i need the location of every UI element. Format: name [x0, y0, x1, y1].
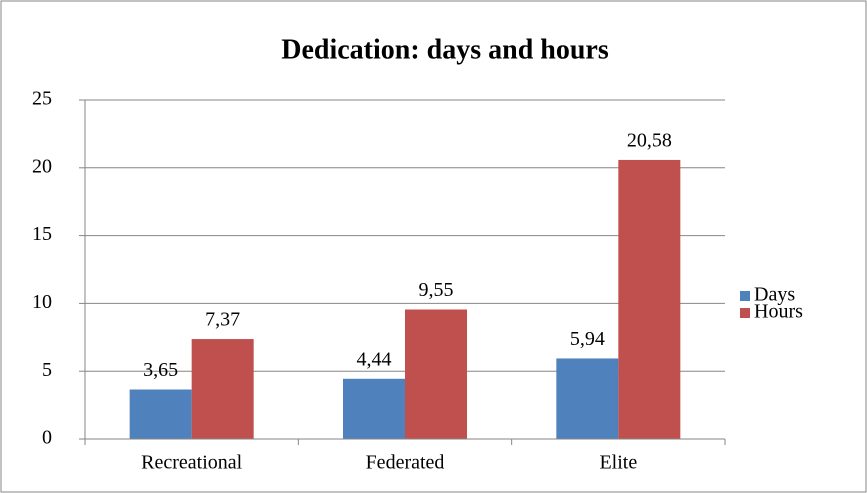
- chart-title: Dedication: days and hours: [281, 34, 609, 65]
- y-tick-label: 25: [32, 88, 52, 110]
- bar: [618, 159, 681, 440]
- y-tick-label: 0: [42, 427, 52, 449]
- value-label: 9,55: [419, 279, 454, 301]
- value-label: 7,37: [205, 309, 240, 331]
- legend-swatch: [740, 308, 750, 318]
- legend-swatch: [740, 291, 750, 301]
- value-label: 20,58: [627, 130, 672, 152]
- y-tick-label: 10: [32, 291, 52, 313]
- y-tick-label: 20: [32, 155, 52, 177]
- x-tick-label: Federated: [366, 452, 445, 474]
- bar: [343, 378, 405, 439]
- legend-label: Days: [754, 284, 795, 306]
- bar: [405, 309, 467, 439]
- y-tick-label: 5: [42, 359, 52, 381]
- x-tick-label: Recreational: [141, 452, 242, 474]
- value-label: 3,65: [143, 359, 178, 381]
- value-label: 5,94: [570, 328, 605, 350]
- value-label: 4,44: [357, 348, 392, 370]
- legend-label: Hours: [754, 301, 803, 323]
- bar: [556, 358, 619, 439]
- bar: [129, 389, 192, 439]
- x-tick-label: Elite: [599, 452, 637, 474]
- y-tick-label: 15: [32, 223, 52, 245]
- bar: [191, 339, 254, 439]
